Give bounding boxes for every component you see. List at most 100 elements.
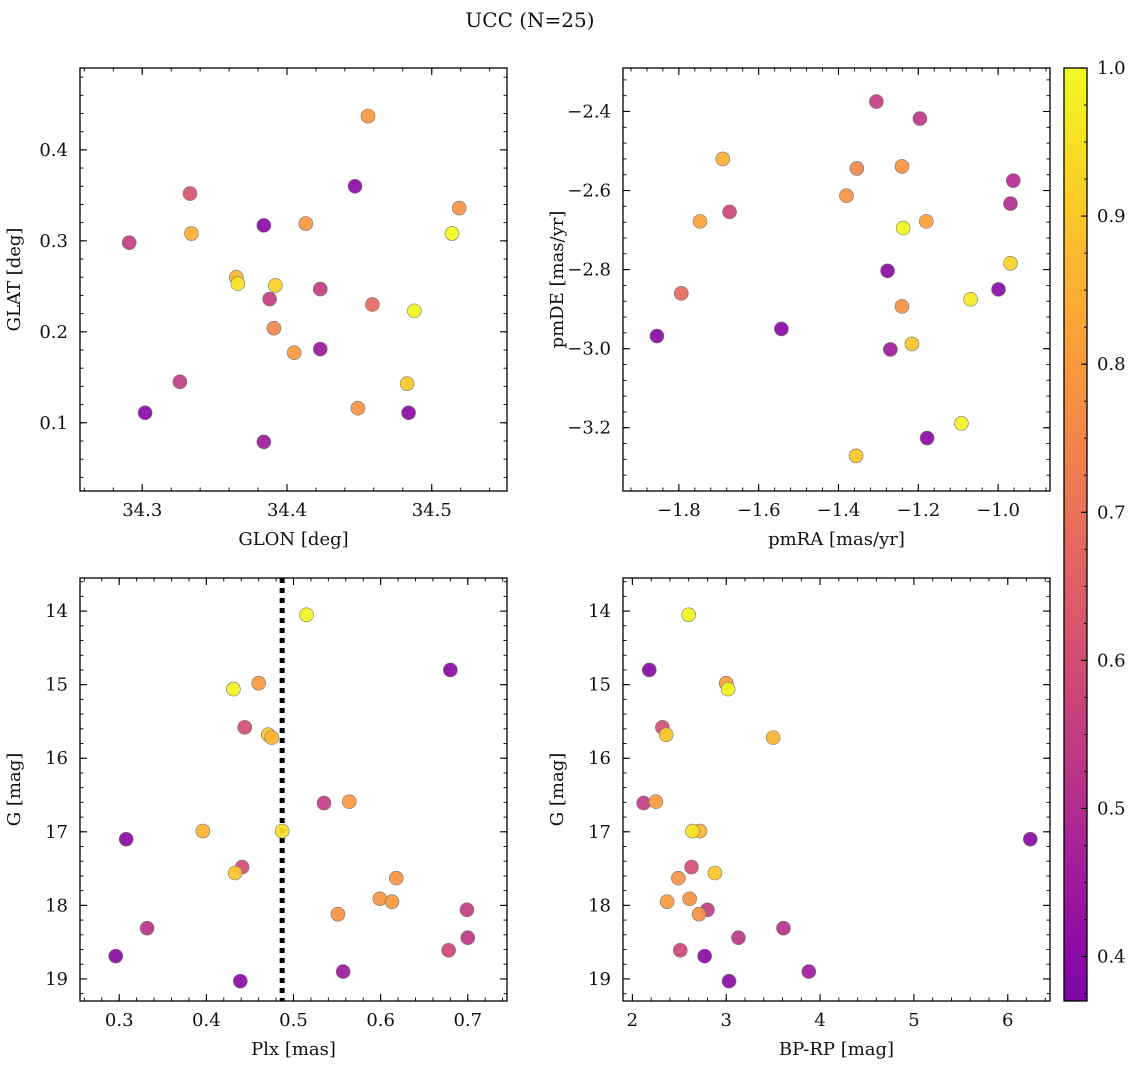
- scatter-point: [682, 891, 697, 907]
- x-tick-label: −1.2: [896, 500, 940, 521]
- panel-pmra-pmde: −1.8 −1.6 −1.4 −1.2 −1.0 −3.2 −3.0 −2.8 −2.6 −2.4…: [547, 67, 1051, 550]
- scatter-point: [672, 942, 688, 958]
- scatter-point: [372, 891, 388, 907]
- y-tick-label: −3.2: [567, 418, 611, 439]
- scatter-point: [904, 336, 920, 352]
- scatter-point: [312, 281, 328, 297]
- colorbar-tick-label: 0.5: [1097, 798, 1126, 819]
- y-tick-label: −3.0: [567, 339, 611, 360]
- scatter-point: [262, 291, 277, 307]
- x-axis-label: GLON [deg]: [238, 529, 348, 550]
- scatter-point: [671, 870, 686, 886]
- scatter-point: [264, 730, 280, 745]
- scatter-point: [869, 94, 884, 109]
- scatter-point: [350, 400, 366, 416]
- scatter-point: [722, 204, 737, 220]
- scatter-point: [839, 188, 854, 203]
- scatter-point: [776, 920, 791, 936]
- y-tick-label: 19: [588, 969, 611, 990]
- scatter-point: [918, 214, 934, 229]
- x-axis-label: pmRA [mas/yr]: [768, 529, 905, 550]
- scatter-point: [312, 341, 328, 357]
- scatter-point: [684, 859, 699, 875]
- y-axis-label: G [mag]: [4, 753, 25, 826]
- scatter-point: [692, 214, 708, 229]
- colorbar-tick-label: 0.8: [1097, 354, 1126, 375]
- scatter-point: [673, 286, 689, 301]
- x-tick-label: 0.3: [105, 1010, 134, 1031]
- scatter-point: [407, 303, 422, 319]
- scatter-point: [883, 342, 898, 357]
- y-tick-label: 15: [45, 675, 68, 696]
- scatter-point: [641, 662, 657, 678]
- scatter-point: [774, 321, 789, 337]
- scatter-point: [256, 434, 272, 450]
- scatter-point: [721, 973, 737, 989]
- scatter-point: [912, 111, 928, 126]
- x-tick-label: 6: [1002, 1010, 1013, 1031]
- axes-frame: [622, 577, 1051, 1002]
- colorbar-tick-label: 1.0: [1097, 58, 1126, 79]
- scatter-point: [172, 374, 188, 390]
- scatter-point: [237, 720, 252, 735]
- scatter-point: [266, 320, 282, 336]
- x-axis-label: BP-RP [mag]: [779, 1039, 894, 1060]
- scatter-point: [330, 906, 346, 922]
- y-tick-label: −2.4: [567, 101, 611, 122]
- scatter-point: [731, 930, 746, 946]
- y-tick-label: 16: [588, 748, 611, 769]
- scatter-point: [137, 405, 153, 421]
- y-tick-label: 15: [588, 675, 611, 696]
- axes-frame: [622, 67, 1051, 492]
- scatter-point: [681, 607, 696, 623]
- colorbar-tick-label: 0.9: [1097, 206, 1126, 227]
- panel-plx-g: 0.3 0.4 0.5 0.6 0.7 14 15 16 17 18 19 Plx [mas] G [m…: [4, 577, 508, 1060]
- y-tick-label: 0.2: [39, 322, 68, 343]
- scatter-point: [648, 794, 664, 809]
- y-tick-label: 0.4: [39, 140, 68, 161]
- panel-bprp-g: 2 3 4 5 6 14 15 16 17 18 19 BP-RP [mag] G [mag]: [547, 577, 1051, 1060]
- scatter-point: [401, 405, 416, 421]
- scatter-point: [251, 675, 266, 691]
- y-tick-label: 0.3: [39, 231, 68, 252]
- y-tick-label: 17: [588, 822, 611, 843]
- scatter-point: [1003, 196, 1018, 211]
- y-tick-label: −2.8: [567, 260, 611, 281]
- scatter-point: [848, 448, 864, 464]
- scatter-point: [460, 930, 476, 946]
- scatter-point: [286, 345, 302, 361]
- x-tick-label: 34.4: [267, 500, 307, 521]
- scatter-point: [335, 964, 351, 979]
- x-tick-label: 3: [721, 1010, 732, 1031]
- scatter-point: [1005, 173, 1021, 188]
- scatter-point: [707, 865, 723, 881]
- scatter-point: [765, 730, 781, 745]
- axes-frame: [79, 67, 508, 492]
- scatter-point: [444, 226, 460, 241]
- scatter-point: [451, 200, 467, 216]
- scatter-point: [991, 282, 1006, 297]
- y-tick-label: 18: [588, 895, 611, 916]
- x-tick-label: 0.7: [453, 1010, 482, 1031]
- x-tick-label: −1.4: [817, 500, 861, 521]
- x-tick-label: 34.3: [122, 500, 162, 521]
- y-axis-label: GLAT [deg]: [4, 228, 25, 332]
- colorbar-gradient: [1063, 67, 1088, 1002]
- scatter-point: [715, 151, 731, 167]
- x-tick-label: −1.0: [976, 500, 1020, 521]
- scatter-point: [274, 823, 290, 839]
- y-tick-label: 16: [45, 748, 68, 769]
- scatter-point: [256, 218, 272, 233]
- scatter-point: [182, 186, 198, 201]
- y-axis-label: G [mag]: [547, 753, 568, 826]
- scatter-point: [636, 795, 651, 811]
- y-tick-label: −2.6: [567, 181, 611, 202]
- x-axis-label: Plx [mas]: [251, 1039, 336, 1060]
- scatter-point: [108, 948, 124, 964]
- scatter-point: [658, 727, 674, 742]
- x-tick-label: 34.5: [412, 500, 452, 521]
- scatter-point: [1003, 255, 1018, 271]
- y-tick-label: 0.1: [39, 413, 68, 434]
- x-tick-label: 4: [814, 1010, 825, 1031]
